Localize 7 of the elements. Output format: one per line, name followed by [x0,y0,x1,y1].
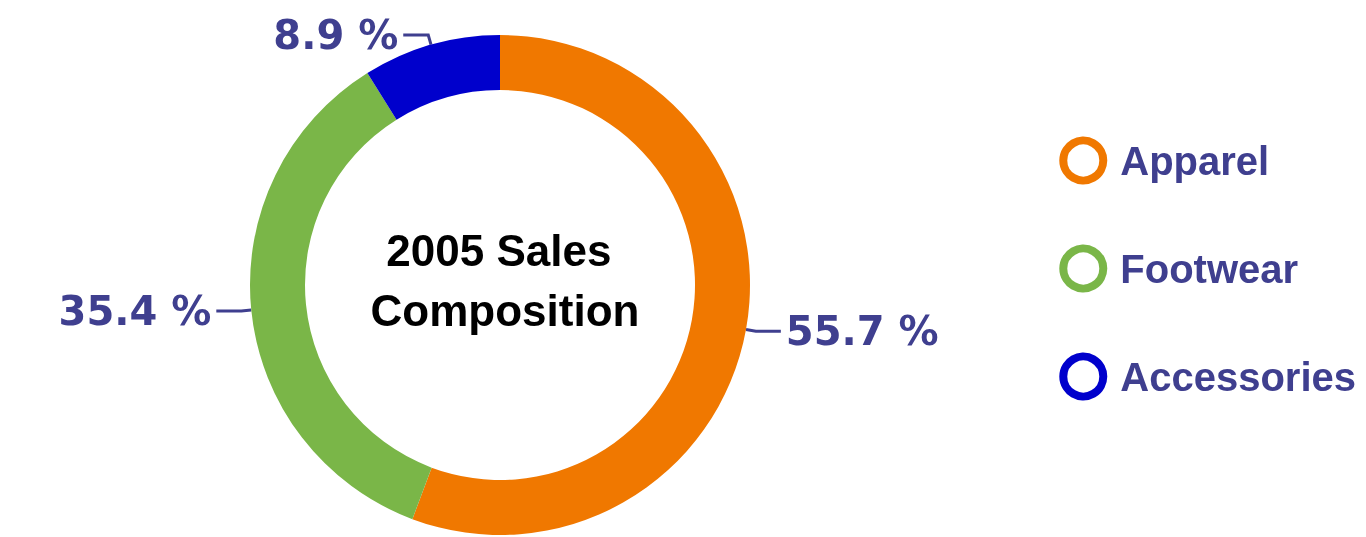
text: 2005 Sales Composition [370,225,640,335]
data-label: 8.9 % [273,12,399,59]
data-label: 35.4 % [58,288,212,335]
legend-label: Apparel [1120,138,1270,183]
legend-label: Footwear [1120,246,1299,291]
data-label: 55.7 % [785,308,939,355]
legend-label: Accessories [1120,354,1357,399]
